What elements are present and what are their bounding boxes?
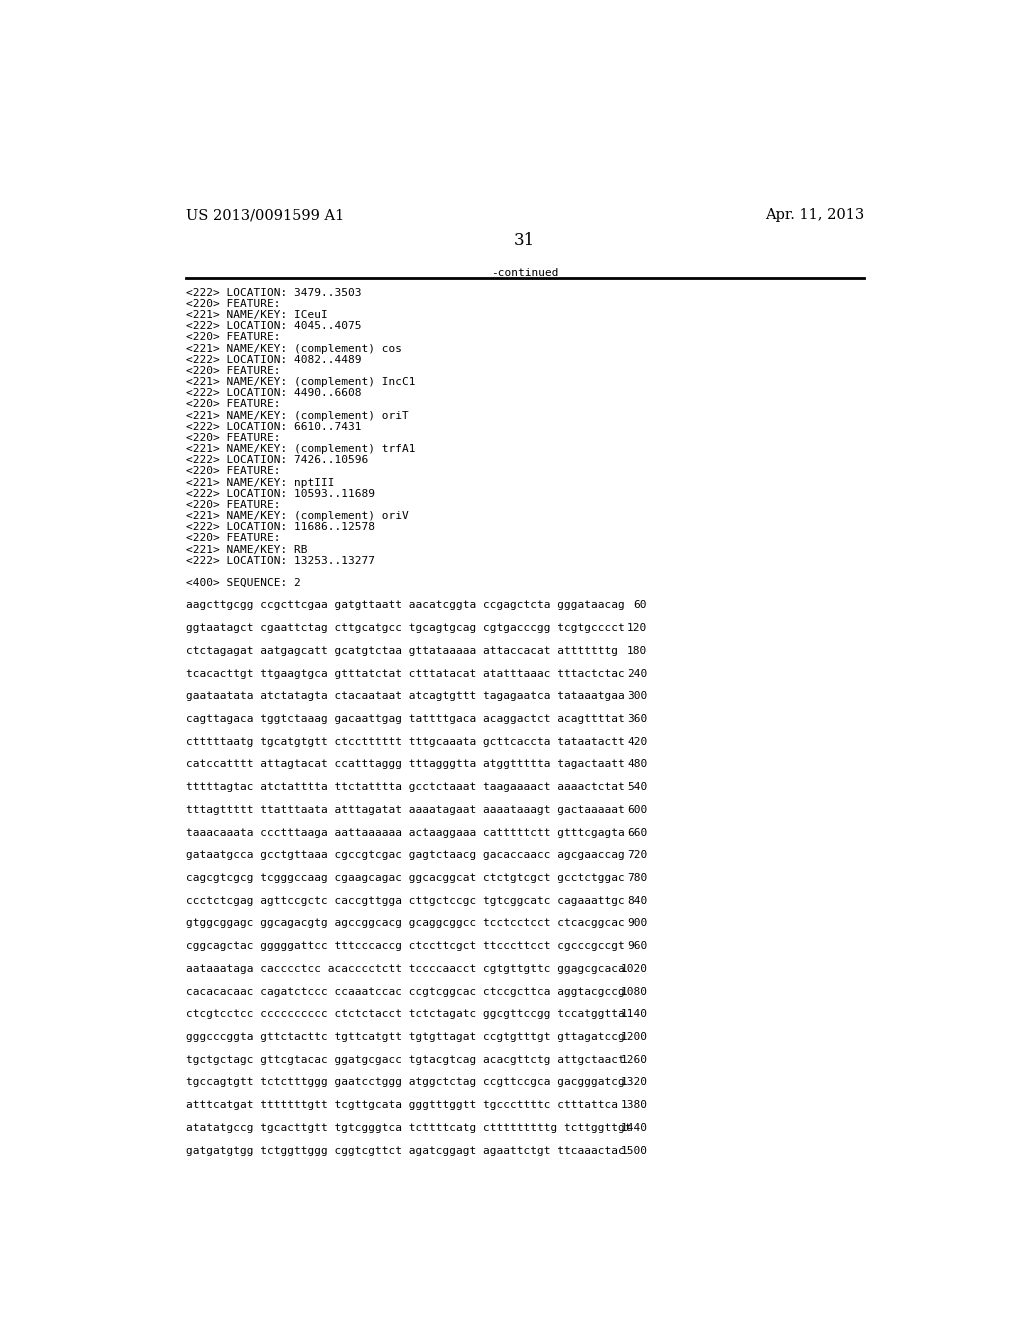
Text: <222> LOCATION: 4082..4489: <222> LOCATION: 4082..4489 [186,355,361,364]
Text: taaacaaata ccctttaaga aattaaaaaa actaaggaaa catttttctt gtttcgagta: taaacaaata ccctttaaga aattaaaaaa actaagg… [186,828,625,837]
Text: 1500: 1500 [621,1146,647,1155]
Text: <222> LOCATION: 7426..10596: <222> LOCATION: 7426..10596 [186,455,369,465]
Text: tttagttttt ttatttaata atttagatat aaaatagaat aaaataaagt gactaaaaat: tttagttttt ttatttaata atttagatat aaaatag… [186,805,625,814]
Text: <221> NAME/KEY: (complement) cos: <221> NAME/KEY: (complement) cos [186,343,402,354]
Text: <220> FEATURE:: <220> FEATURE: [186,333,281,342]
Text: 540: 540 [627,781,647,792]
Text: 1380: 1380 [621,1100,647,1110]
Text: 360: 360 [627,714,647,723]
Text: cacacacaac cagatctccc ccaaatccac ccgtcggcac ctccgcttca aggtacgccg: cacacacaac cagatctccc ccaaatccac ccgtcgg… [186,986,625,997]
Text: 1260: 1260 [621,1055,647,1065]
Text: aataaataga cacccctcc acacccctctt tccccaacct cgtgttgttc ggagcgcaca: aataaataga cacccctcc acacccctctt tccccaa… [186,964,625,974]
Text: <220> FEATURE:: <220> FEATURE: [186,533,281,544]
Text: 660: 660 [627,828,647,837]
Text: <220> FEATURE:: <220> FEATURE: [186,500,281,510]
Text: catccatttt attagtacat ccatttaggg tttagggtta atggttttta tagactaatt: catccatttt attagtacat ccatttaggg tttaggg… [186,759,625,770]
Text: ctctagagat aatgagcatt gcatgtctaa gttataaaaa attaccacat atttttttg: ctctagagat aatgagcatt gcatgtctaa gttataa… [186,645,618,656]
Text: gataatgcca gcctgttaaa cgccgtcgac gagtctaacg gacaccaacc agcgaaccag: gataatgcca gcctgttaaa cgccgtcgac gagtcta… [186,850,625,861]
Text: <222> LOCATION: 11686..12578: <222> LOCATION: 11686..12578 [186,523,375,532]
Text: <220> FEATURE:: <220> FEATURE: [186,366,281,376]
Text: <220> FEATURE:: <220> FEATURE: [186,433,281,444]
Text: 1320: 1320 [621,1077,647,1088]
Text: 600: 600 [627,805,647,814]
Text: 120: 120 [627,623,647,634]
Text: <220> FEATURE:: <220> FEATURE: [186,298,281,309]
Text: ctcgtcctcc cccccccccc ctctctacct tctctagatc ggcgttccgg tccatggtta: ctcgtcctcc cccccccccc ctctctacct tctctag… [186,1010,625,1019]
Text: <221> NAME/KEY: (complement) IncC1: <221> NAME/KEY: (complement) IncC1 [186,378,416,387]
Text: <221> NAME/KEY: RB: <221> NAME/KEY: RB [186,545,307,554]
Text: 780: 780 [627,873,647,883]
Text: cggcagctac gggggattcc tttcccaccg ctccttcgct ttcccttcct cgcccgccgt: cggcagctac gggggattcc tttcccaccg ctccttc… [186,941,625,952]
Text: atttcatgat tttttttgtt tcgttgcata gggtttggtt tgcccttttc ctttattca: atttcatgat tttttttgtt tcgttgcata gggtttg… [186,1100,618,1110]
Text: tgctgctagc gttcgtacac ggatgcgacc tgtacgtcag acacgttctg attgctaact: tgctgctagc gttcgtacac ggatgcgacc tgtacgt… [186,1055,625,1065]
Text: <400> SEQUENCE: 2: <400> SEQUENCE: 2 [186,578,301,587]
Text: <222> LOCATION: 4490..6608: <222> LOCATION: 4490..6608 [186,388,361,399]
Text: <221> NAME/KEY: (complement) oriT: <221> NAME/KEY: (complement) oriT [186,411,409,421]
Text: <222> LOCATION: 10593..11689: <222> LOCATION: 10593..11689 [186,488,375,499]
Text: <220> FEATURE:: <220> FEATURE: [186,466,281,477]
Text: cagttagaca tggtctaaag gacaattgag tattttgaca acaggactct acagttttat: cagttagaca tggtctaaag gacaattgag tattttg… [186,714,625,723]
Text: <221> NAME/KEY: nptIII: <221> NAME/KEY: nptIII [186,478,335,487]
Text: gatgatgtgg tctggttggg cggtcgttct agatcggagt agaattctgt ttcaaactac: gatgatgtgg tctggttggg cggtcgttct agatcgg… [186,1146,625,1155]
Text: <222> LOCATION: 4045..4075: <222> LOCATION: 4045..4075 [186,321,361,331]
Text: 1200: 1200 [621,1032,647,1041]
Text: atatatgccg tgcacttgtt tgtcgggtca tcttttcatg ctttttttttg tcttggttgt: atatatgccg tgcacttgtt tgtcgggtca tcttttc… [186,1123,632,1133]
Text: ggtaatagct cgaattctag cttgcatgcc tgcagtgcag cgtgacccgg tcgtgcccct: ggtaatagct cgaattctag cttgcatgcc tgcagtg… [186,623,625,634]
Text: gtggcggagc ggcagacgtg agccggcacg gcaggcggcc tcctcctcct ctcacggcac: gtggcggagc ggcagacgtg agccggcacg gcaggcg… [186,919,625,928]
Text: 240: 240 [627,668,647,678]
Text: 840: 840 [627,896,647,906]
Text: tgccagtgtt tctctttggg gaatcctggg atggctctag ccgttccgca gacgggatcg: tgccagtgtt tctctttggg gaatcctggg atggctc… [186,1077,625,1088]
Text: US 2013/0091599 A1: US 2013/0091599 A1 [186,209,344,223]
Text: <222> LOCATION: 6610..7431: <222> LOCATION: 6610..7431 [186,422,361,432]
Text: 1080: 1080 [621,986,647,997]
Text: 900: 900 [627,919,647,928]
Text: <222> LOCATION: 13253..13277: <222> LOCATION: 13253..13277 [186,556,375,566]
Text: gaataatata atctatagta ctacaataat atcagtgttt tagagaatca tataaatgaa: gaataatata atctatagta ctacaataat atcagtg… [186,692,625,701]
Text: <222> LOCATION: 3479..3503: <222> LOCATION: 3479..3503 [186,288,361,298]
Text: <221> NAME/KEY: ICeuI: <221> NAME/KEY: ICeuI [186,310,328,319]
Text: <221> NAME/KEY: (complement) trfA1: <221> NAME/KEY: (complement) trfA1 [186,444,416,454]
Text: 1140: 1140 [621,1010,647,1019]
Text: tcacacttgt ttgaagtgca gtttatctat ctttatacat atatttaaac tttactctac: tcacacttgt ttgaagtgca gtttatctat ctttata… [186,668,625,678]
Text: 480: 480 [627,759,647,770]
Text: ccctctcgag agttccgctc caccgttgga cttgctccgc tgtcggcatc cagaaattgc: ccctctcgag agttccgctc caccgttgga cttgctc… [186,896,625,906]
Text: 300: 300 [627,692,647,701]
Text: 180: 180 [627,645,647,656]
Text: 31: 31 [514,231,536,248]
Text: <221> NAME/KEY: (complement) oriV: <221> NAME/KEY: (complement) oriV [186,511,409,521]
Text: tttttagtac atctatttta ttctatttta gcctctaaat taagaaaact aaaactctat: tttttagtac atctatttta ttctatttta gcctcta… [186,781,625,792]
Text: 960: 960 [627,941,647,952]
Text: 420: 420 [627,737,647,747]
Text: <220> FEATURE:: <220> FEATURE: [186,400,281,409]
Text: -continued: -continued [492,268,558,277]
Text: aagcttgcgg ccgcttcgaa gatgttaatt aacatcggta ccgagctcta gggataacag: aagcttgcgg ccgcttcgaa gatgttaatt aacatcg… [186,601,625,610]
Text: 60: 60 [634,601,647,610]
Text: 720: 720 [627,850,647,861]
Text: ctttttaatg tgcatgtgtt ctcctttttt tttgcaaata gcttcaccta tataatactt: ctttttaatg tgcatgtgtt ctcctttttt tttgcaa… [186,737,625,747]
Text: Apr. 11, 2013: Apr. 11, 2013 [765,209,864,223]
Text: 1020: 1020 [621,964,647,974]
Text: 1440: 1440 [621,1123,647,1133]
Text: gggcccggta gttctacttc tgttcatgtt tgtgttagat ccgtgtttgt gttagatccg: gggcccggta gttctacttc tgttcatgtt tgtgtta… [186,1032,625,1041]
Text: cagcgtcgcg tcgggccaag cgaagcagac ggcacggcat ctctgtcgct gcctctggac: cagcgtcgcg tcgggccaag cgaagcagac ggcacgg… [186,873,625,883]
